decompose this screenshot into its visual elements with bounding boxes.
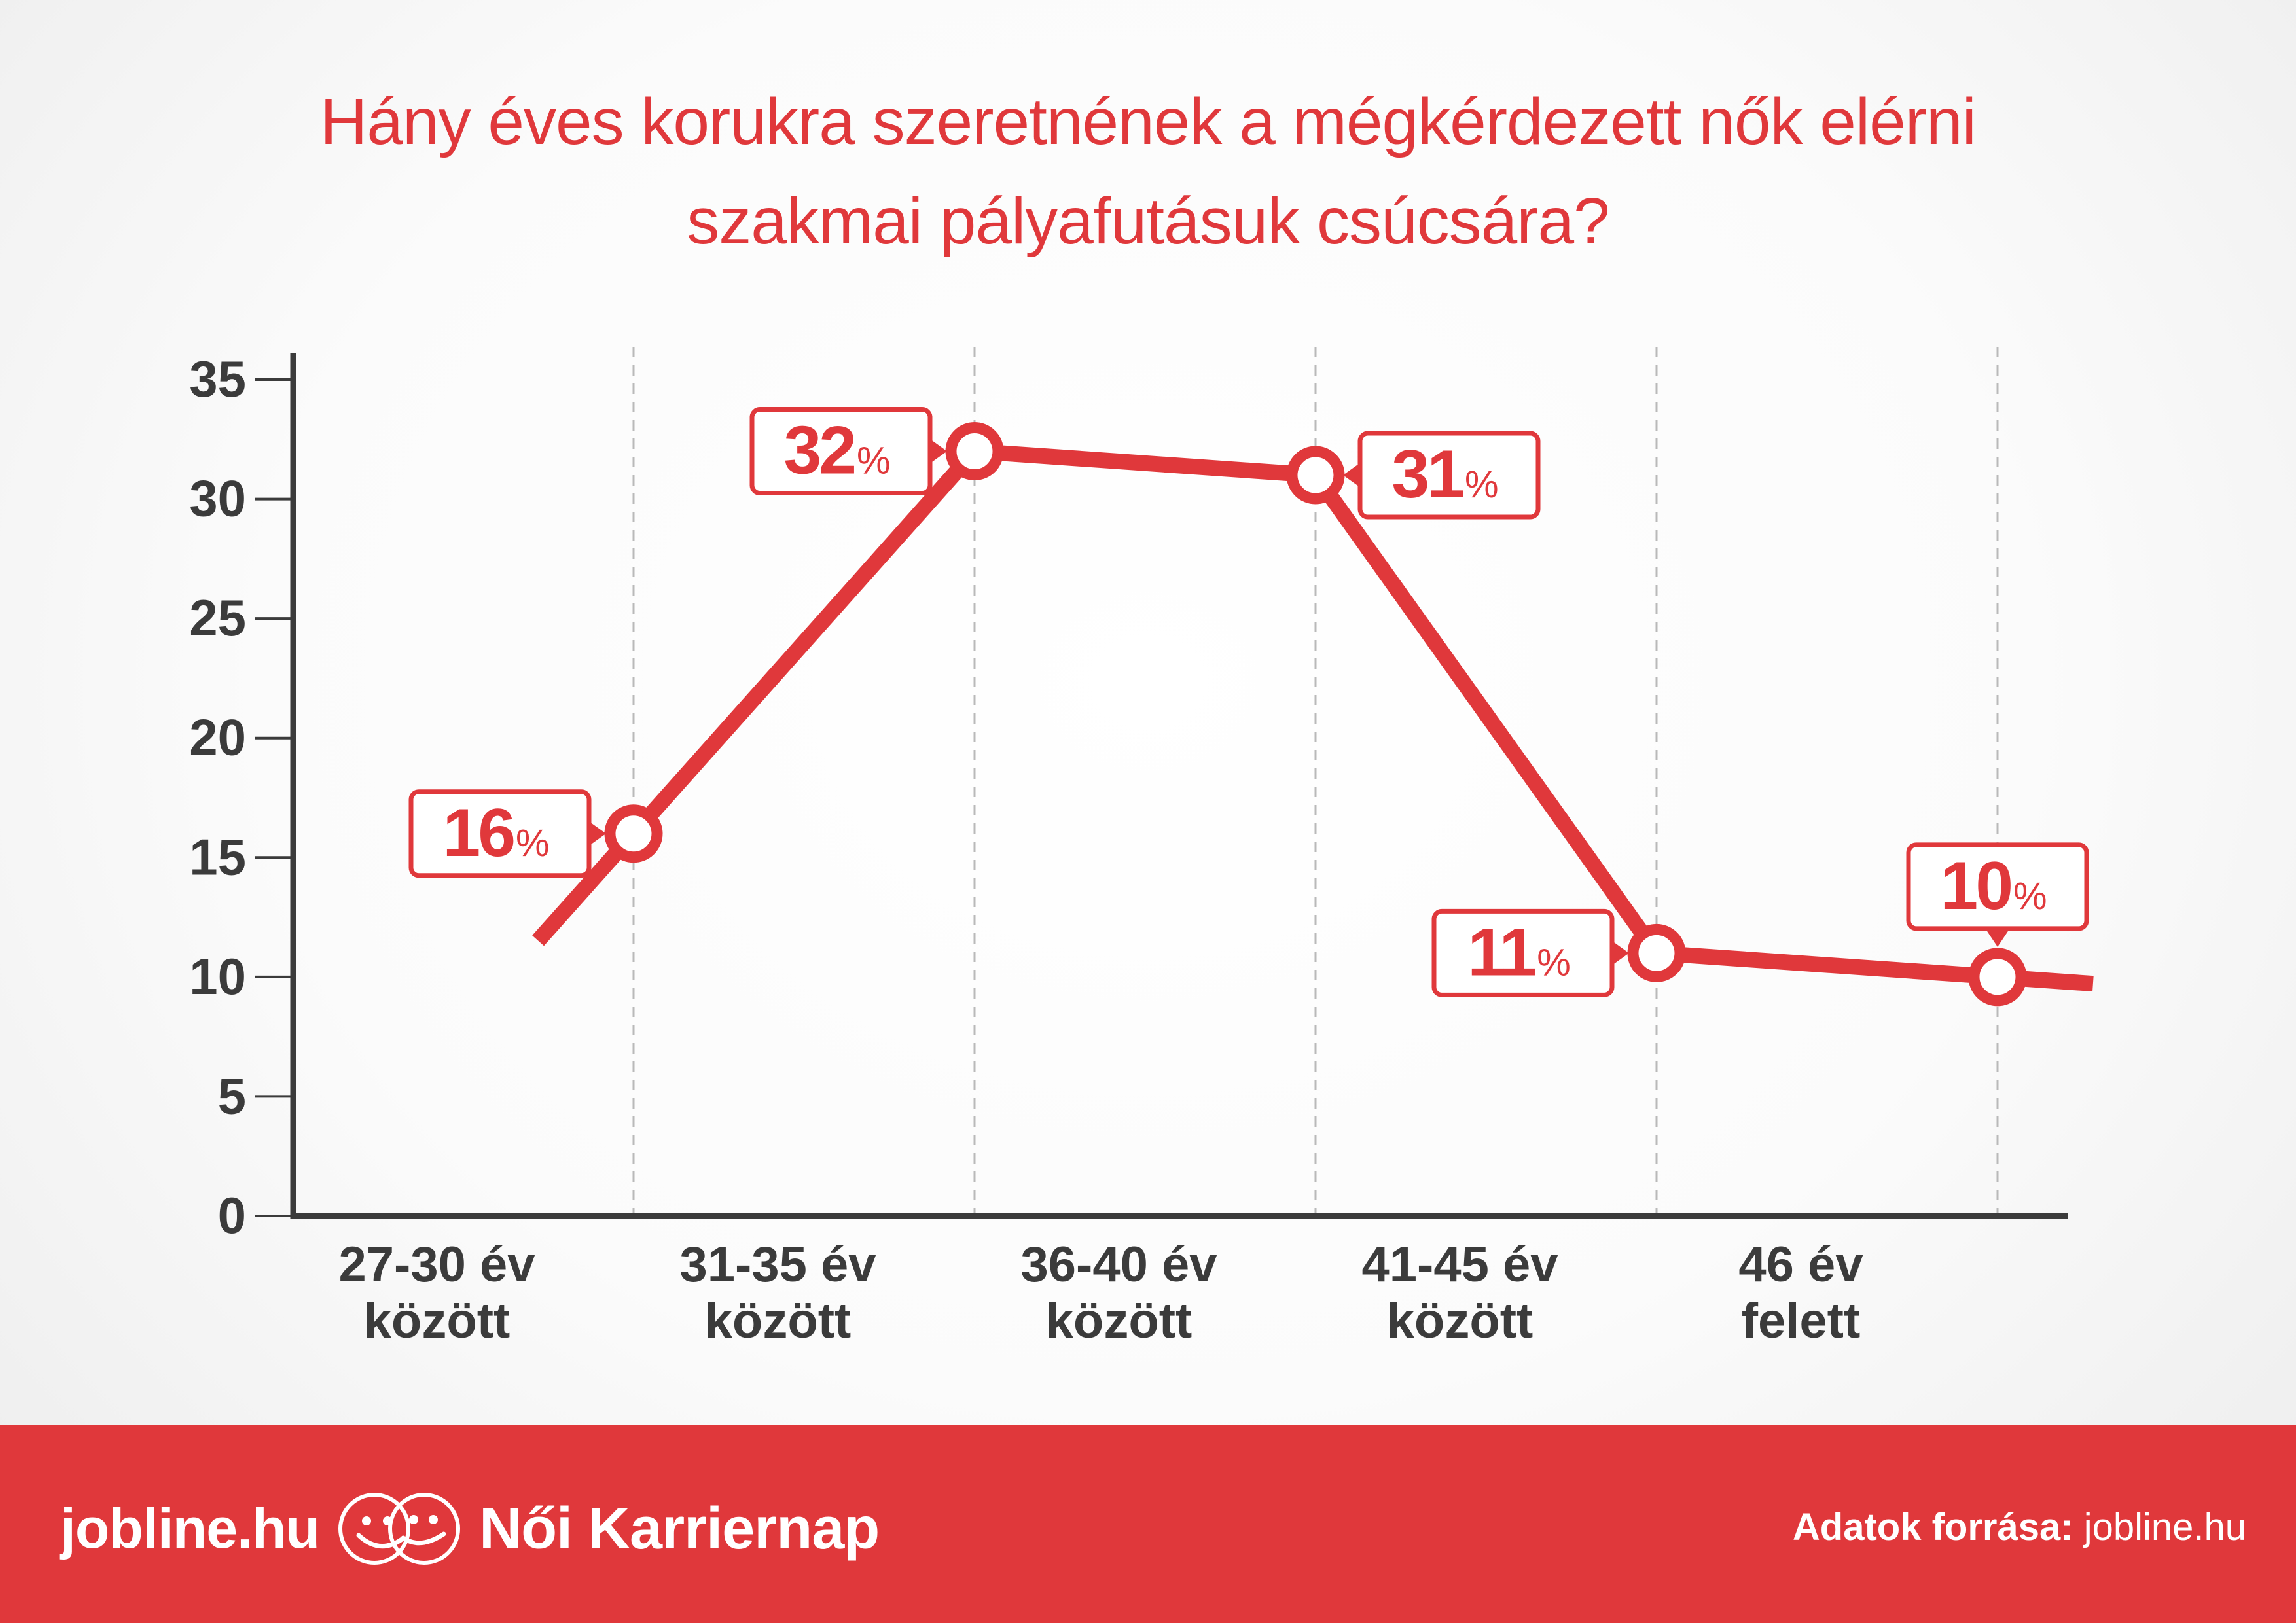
- chart-title-line-1: Hány éves korukra szeretnének a mégkérde…: [320, 85, 1977, 158]
- y-tick-label: 25: [189, 589, 246, 647]
- data-label: 32%: [783, 413, 890, 489]
- data-point[interactable]: [945, 422, 1004, 481]
- x-category-label: 36-40 év között: [1020, 1237, 1217, 1349]
- two-faces-logo-icon: [338, 1493, 461, 1565]
- y-tick-label: 0: [218, 1186, 246, 1244]
- data-label-callout: 32%: [749, 407, 947, 496]
- data-point[interactable]: [604, 804, 663, 863]
- data-source-value[interactable]: jobline.hu: [2083, 1506, 2246, 1548]
- data-label-callout: 16%: [408, 789, 606, 878]
- data-label-callout: 11%: [1431, 908, 1629, 997]
- data-label: 10%: [1940, 848, 2047, 924]
- x-category-label: 46 év felett: [1738, 1237, 1863, 1349]
- data-label-pointer: [1611, 940, 1629, 967]
- footer-bar: jobline.hu Női Karriernap Adatok forrása…: [0, 1425, 2296, 1623]
- y-tick-label: 30: [189, 470, 246, 527]
- data-label-callout: 10%: [1906, 842, 2089, 947]
- chart-title: Hány éves korukra szeretnének a mégkérde…: [0, 72, 2296, 271]
- data-label-pointer: [1984, 927, 2011, 947]
- data-label: 11%: [1467, 914, 1571, 990]
- site-name: jobline.hu: [60, 1497, 320, 1560]
- data-source: Adatok forrása: jobline.hu: [1793, 1505, 2246, 1549]
- data-label-pointer: [929, 438, 947, 465]
- data-label-pointer: [1343, 462, 1361, 489]
- y-tick-label: 15: [189, 828, 246, 885]
- y-tick-label: 5: [218, 1067, 246, 1124]
- x-category-label: 27-30 év között: [338, 1237, 535, 1349]
- chart-title-line-2: szakmai pályafutásuk csúcsára?: [687, 185, 1610, 258]
- y-tick-label: 35: [189, 350, 246, 408]
- y-tick-label: 20: [189, 709, 246, 766]
- brand-name: Női Karriernap: [479, 1495, 880, 1561]
- data-point[interactable]: [1627, 923, 1686, 982]
- data-source-label: Adatok forrása:: [1792, 1506, 2073, 1548]
- data-label-pointer: [588, 820, 606, 847]
- x-category-label: 31-35 év között: [679, 1237, 876, 1349]
- data-point[interactable]: [1968, 948, 2027, 1007]
- data-label: 31%: [1391, 437, 1498, 512]
- data-point[interactable]: [1286, 446, 1345, 505]
- data-label-callout: 31%: [1343, 431, 1541, 520]
- y-tick-label: 10: [189, 948, 246, 1005]
- brand[interactable]: jobline.hu Női Karriernap: [60, 1489, 880, 1568]
- x-category-label: 41-45 év között: [1361, 1237, 1558, 1349]
- data-label: 16%: [442, 795, 549, 871]
- line-chart: 0 5 10 15 20 25 30 35 27-30 év között 31-35 év közö…: [189, 347, 2094, 1349]
